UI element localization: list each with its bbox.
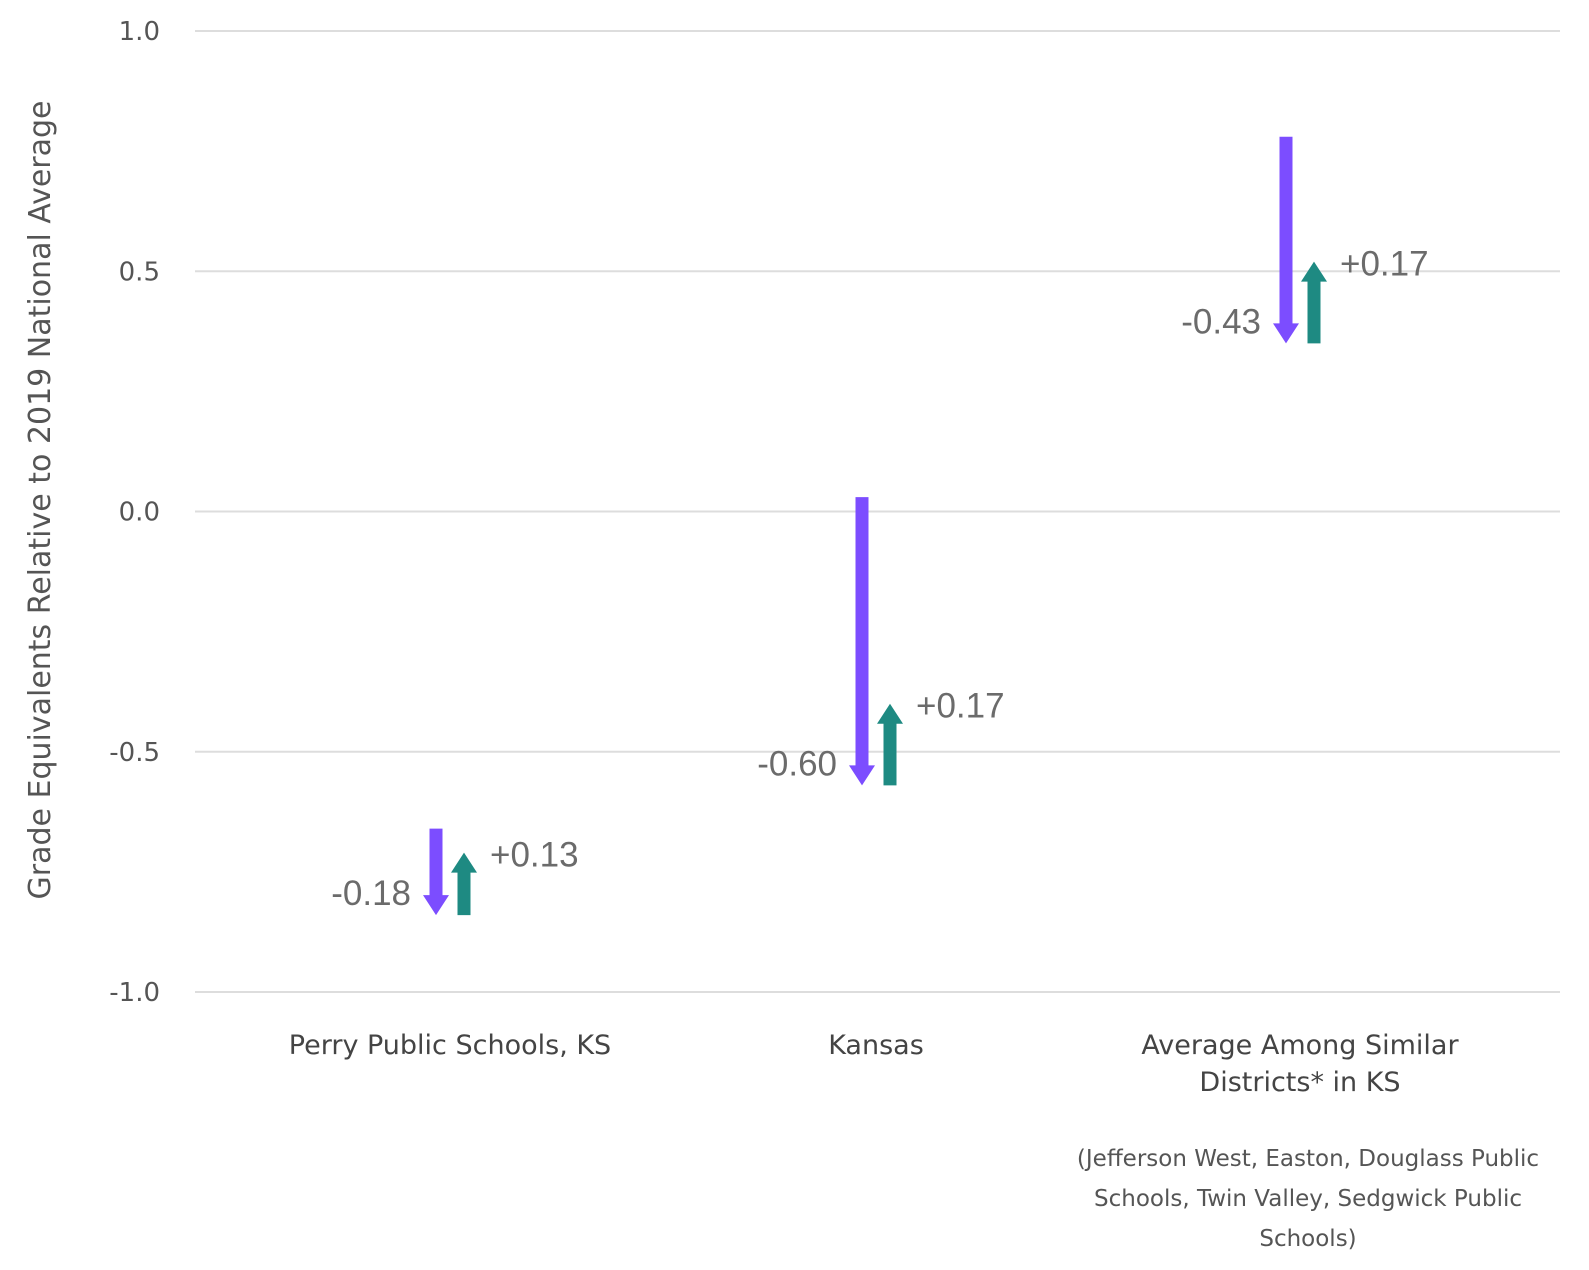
recovery-value-label: +0.17: [1340, 245, 1429, 284]
category-label: Perry Public Schools, KS: [289, 1030, 611, 1061]
decline-value-label: -0.18: [331, 874, 411, 913]
recovery-arrow: [1301, 262, 1327, 344]
category-note: Schools, Twin Valley, Sedgwick Public: [1094, 1186, 1522, 1212]
recovery-value-label: +0.17: [916, 687, 1005, 726]
category-note: Schools): [1259, 1226, 1356, 1252]
y-axis-ticks: 1.0 0.5 0.0 -0.5 -1.0: [109, 17, 160, 1008]
y-tick-label: 0.5: [119, 257, 160, 287]
recovery-arrow: [877, 704, 903, 786]
y-axis-label: Grade Equivalents Relative to 2019 Natio…: [23, 100, 58, 899]
y-tick-label: 1.0: [119, 17, 160, 47]
decline-arrow: [849, 497, 875, 785]
arrows: [423, 137, 1327, 915]
gridlines: [195, 31, 1560, 992]
decline-arrow: [423, 829, 449, 915]
recovery-arrow: [451, 853, 477, 915]
y-tick-label: -1.0: [109, 978, 160, 1008]
category-labels: Perry Public Schools, KS Kansas Average Am…: [289, 1030, 1539, 1252]
decline-arrow: [1273, 137, 1299, 344]
category-label: Districts* in KS: [1199, 1067, 1400, 1098]
y-tick-label: 0.0: [119, 498, 160, 528]
decline-value-label: -0.60: [757, 744, 837, 783]
category-label: Average Among Similar: [1141, 1030, 1459, 1061]
category-label: Kansas: [828, 1030, 924, 1061]
recovery-value-label: +0.13: [490, 836, 579, 875]
category-note: (Jefferson West, Easton, Douglass Public: [1077, 1146, 1539, 1172]
y-tick-label: -0.5: [109, 738, 160, 768]
value-labels: -0.18 +0.13 -0.60 +0.17 -0.43 +0.17: [331, 245, 1428, 913]
decline-value-label: -0.43: [1181, 302, 1261, 341]
